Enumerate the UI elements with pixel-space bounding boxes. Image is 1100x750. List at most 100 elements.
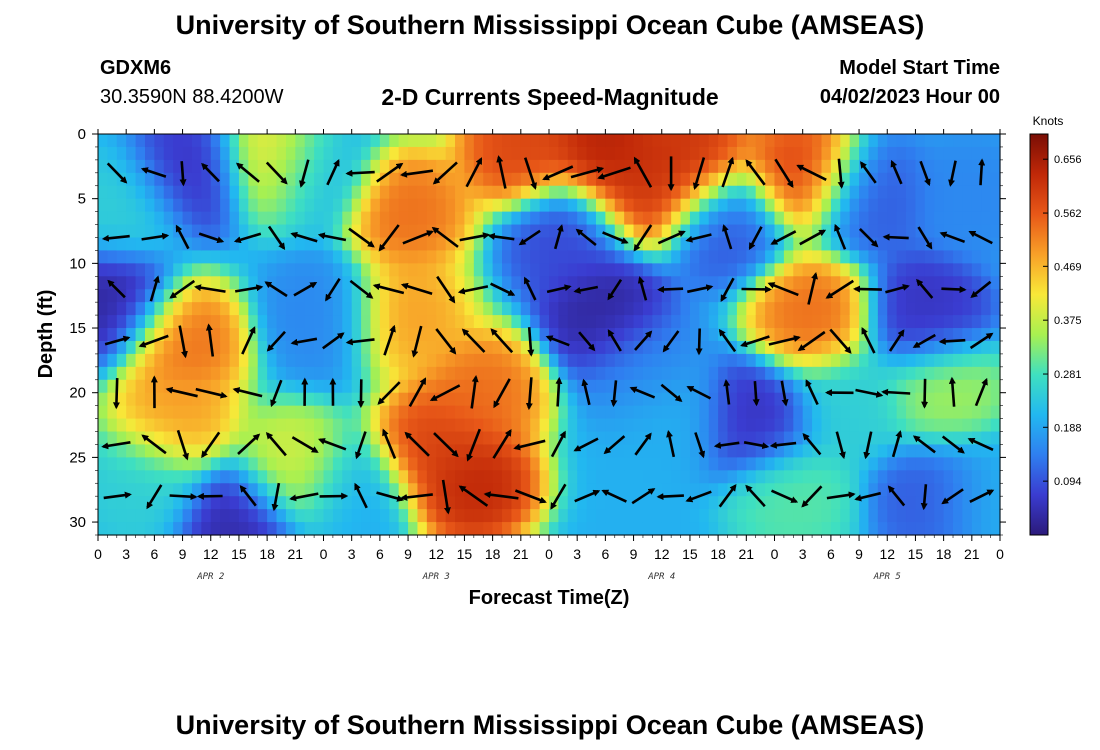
heat-cell xyxy=(332,509,343,523)
heat-cell xyxy=(304,172,315,187)
heat-cell xyxy=(539,276,550,290)
current-vector xyxy=(555,376,563,407)
heat-cell xyxy=(812,315,823,329)
heat-cell xyxy=(549,483,559,497)
heat-cell xyxy=(304,211,315,226)
heat-cell xyxy=(201,353,212,368)
heat-cell xyxy=(624,250,635,264)
heat-cell xyxy=(671,340,682,355)
heat-cell xyxy=(473,315,484,329)
heat-cell xyxy=(492,211,503,226)
heat-cell xyxy=(351,509,362,523)
heat-cell xyxy=(652,496,663,510)
heat-cell xyxy=(417,431,428,446)
heat-cell xyxy=(304,483,315,497)
heat-cell xyxy=(436,418,447,433)
heat-cell xyxy=(473,522,484,536)
heat-cell xyxy=(708,522,719,536)
heat-cell xyxy=(586,159,597,174)
heat-cell xyxy=(689,353,700,368)
heat-cell xyxy=(285,250,296,264)
heat-cell xyxy=(276,496,287,510)
heat-cell xyxy=(323,250,334,264)
heat-cell xyxy=(98,379,108,394)
heat-cell xyxy=(633,198,644,213)
chart-subtitle: 2-D Currents Speed-Magnitude xyxy=(381,84,719,110)
heat-cell xyxy=(812,509,823,523)
heat-cell xyxy=(971,328,982,342)
heat-cell xyxy=(238,198,249,213)
heat-cell xyxy=(389,431,400,446)
heat-cell xyxy=(379,431,390,446)
heat-cell xyxy=(868,302,879,316)
heat-cell xyxy=(953,392,964,407)
heat-cell xyxy=(182,431,193,446)
heat-cell xyxy=(868,353,879,368)
heat-cell xyxy=(398,198,409,213)
heat-cell xyxy=(652,340,663,355)
heat-cell xyxy=(577,366,588,381)
heat-cell xyxy=(990,457,1001,471)
heat-cell xyxy=(549,146,559,161)
x-tick-label: 15 xyxy=(682,546,698,562)
heat-cell xyxy=(116,263,127,277)
heat-cell xyxy=(135,172,146,187)
current-vector xyxy=(920,484,928,511)
heat-cell xyxy=(605,379,616,394)
heat-cell xyxy=(812,134,823,148)
heat-cell xyxy=(426,483,437,497)
heat-cell xyxy=(971,483,982,497)
heat-cell xyxy=(586,457,597,471)
heat-cell xyxy=(314,289,325,303)
heat-cell xyxy=(473,276,484,290)
heat-cell xyxy=(191,366,202,381)
heat-cell xyxy=(379,340,390,355)
heat-cell xyxy=(802,276,813,290)
heat-cell xyxy=(539,496,550,510)
heat-cell xyxy=(746,224,757,239)
heat-cell xyxy=(238,172,249,187)
heat-cell xyxy=(182,444,193,458)
x-tick-label: 12 xyxy=(879,546,895,562)
heat-cell xyxy=(774,444,785,458)
heat-cell xyxy=(398,366,409,381)
heat-cell xyxy=(821,146,832,161)
heat-cell xyxy=(652,237,663,252)
heat-cell xyxy=(736,172,747,187)
heat-cell xyxy=(652,172,663,187)
heat-cell xyxy=(530,522,541,536)
current-vector xyxy=(466,428,482,462)
heat-cell xyxy=(182,315,193,329)
heat-cell xyxy=(126,509,137,523)
heat-cell xyxy=(990,211,1001,226)
heat-cell xyxy=(276,522,287,536)
heat-cell xyxy=(661,522,672,536)
heat-cell xyxy=(398,379,409,394)
heat-cell xyxy=(135,250,146,264)
heat-cell xyxy=(238,146,249,161)
heat-cell xyxy=(793,522,804,536)
current-vector xyxy=(237,433,261,455)
x-tick-label: 6 xyxy=(150,546,158,562)
current-vector xyxy=(470,375,479,409)
heat-cell xyxy=(229,159,240,174)
heat-cell xyxy=(868,444,879,458)
heat-cell xyxy=(445,276,456,290)
heat-cell xyxy=(859,522,870,536)
heat-cell xyxy=(586,146,597,161)
heat-cell xyxy=(990,418,1001,433)
heat-cell xyxy=(389,457,400,471)
heat-cell xyxy=(144,457,155,471)
heat-cell xyxy=(135,392,146,407)
heat-cell xyxy=(736,211,747,226)
heat-cell xyxy=(671,470,682,484)
heat-cell xyxy=(849,379,860,394)
heat-cell xyxy=(624,289,635,303)
heat-cell xyxy=(549,522,559,536)
heat-cell xyxy=(464,276,475,290)
heat-cell xyxy=(915,418,926,433)
heat-cell xyxy=(257,470,268,484)
heat-cell xyxy=(624,328,635,342)
heat-cell xyxy=(652,522,663,536)
heat-cell xyxy=(633,418,644,433)
